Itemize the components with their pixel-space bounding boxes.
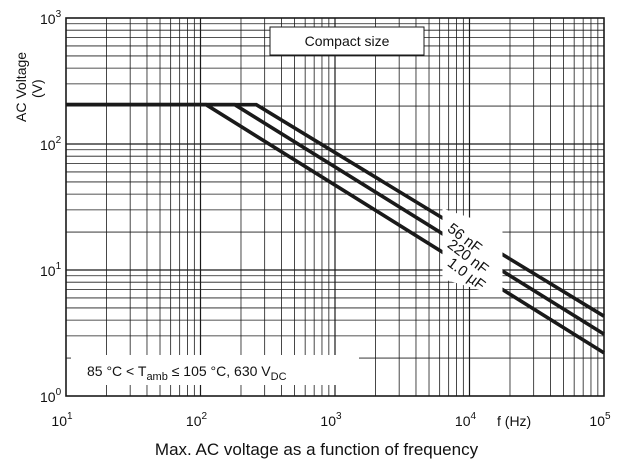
y-tick-label: 102 [40, 135, 62, 153]
plot-frame [65, 17, 605, 397]
compact-size-box [269, 26, 425, 56]
curve-label-band [442, 208, 503, 297]
x-axis-label-bg [494, 402, 556, 432]
condition-box [71, 355, 359, 385]
grid [66, 18, 604, 396]
y-axis-label: AC Voltage [13, 52, 29, 122]
x-tick-label: 103 [320, 411, 342, 429]
tick-labels: 101 102 103 104 105 100 101 102 103 [40, 9, 611, 429]
x-tick-label: 101 [51, 411, 73, 429]
y-axis-unit: (V) [29, 79, 45, 98]
x-axis-label: f (Hz) [497, 413, 531, 429]
y-tick-label: 101 [40, 261, 62, 279]
y-tick-label: 100 [40, 387, 62, 405]
chart-caption: Max. AC voltage as a function of frequen… [154, 440, 479, 459]
compact-size-label: Compact size [305, 33, 390, 49]
y-tick-label: 103 [40, 9, 62, 27]
x-tick-label: 102 [186, 411, 208, 429]
x-tick-label: 105 [589, 411, 611, 429]
condition-label: 85 °C < Tamb ≤ 105 °C, 630 VDC [87, 363, 287, 383]
x-tick-label: 104 [455, 411, 477, 429]
